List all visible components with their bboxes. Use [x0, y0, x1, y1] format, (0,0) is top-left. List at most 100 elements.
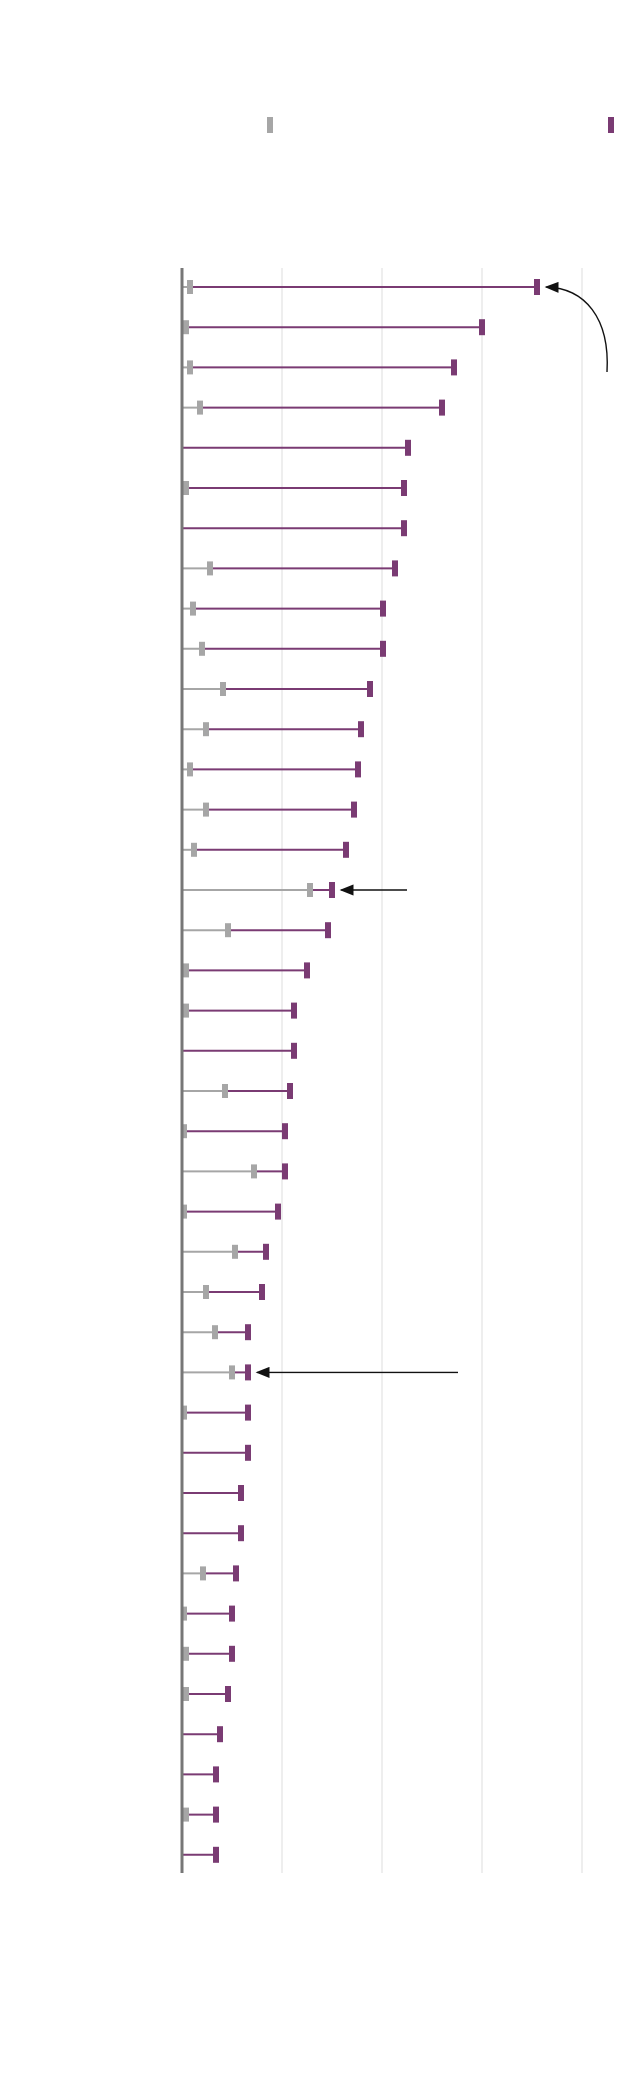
end-marker	[245, 1364, 251, 1381]
start-marker	[222, 1084, 228, 1098]
dumbbell-row	[182, 1726, 223, 1743]
end-marker	[233, 1565, 239, 1582]
start-marker	[181, 1606, 187, 1621]
end-marker	[282, 1163, 288, 1180]
dumbbell-row	[182, 922, 331, 939]
end-marker	[225, 1686, 231, 1702]
end-marker	[392, 560, 398, 577]
dumbbell-row	[182, 801, 357, 818]
start-marker	[203, 722, 209, 737]
end-marker	[534, 279, 540, 295]
end-marker	[245, 1324, 251, 1341]
dumbbell-row	[182, 520, 407, 537]
end-marker	[380, 600, 386, 617]
start-marker	[200, 1566, 206, 1581]
dumbbell-row	[182, 1243, 269, 1260]
end-marker	[367, 681, 373, 697]
dumbbell-row	[182, 1042, 297, 1059]
end-marker	[291, 1002, 297, 1019]
dumbbell-row	[182, 359, 457, 376]
annotation-arrow	[544, 281, 608, 373]
start-marker	[187, 280, 193, 294]
end-marker	[275, 1203, 281, 1220]
start-marker	[207, 561, 213, 576]
dumbbell-row	[182, 1565, 239, 1582]
end-marker	[238, 1485, 244, 1501]
end-marker	[358, 721, 364, 738]
dumbbell-row	[182, 319, 485, 336]
start-marker	[181, 1405, 187, 1420]
end-marker	[259, 1284, 265, 1300]
dumbbell-row	[182, 1525, 244, 1542]
end-marker	[282, 1123, 288, 1140]
end-marker	[351, 801, 357, 818]
end-marker	[401, 480, 407, 496]
end-marker	[213, 1846, 219, 1863]
dumbbell-row	[182, 1444, 251, 1461]
start-marker	[232, 1244, 238, 1259]
legend-swatch-end	[608, 117, 614, 133]
start-marker	[212, 1325, 218, 1340]
end-marker	[291, 1042, 297, 1059]
start-marker	[183, 963, 189, 978]
start-marker	[191, 842, 197, 857]
start-marker	[183, 1807, 189, 1822]
dumbbell-row	[182, 1645, 235, 1662]
dumbbell-row	[182, 1364, 251, 1381]
dumbbell-row	[182, 882, 335, 898]
end-marker	[325, 922, 331, 939]
dumbbell-row	[182, 721, 364, 738]
end-marker	[213, 1766, 219, 1783]
legend-swatch-start	[267, 117, 273, 133]
end-marker	[217, 1726, 223, 1743]
dumbbell-row	[182, 1163, 288, 1180]
start-marker	[187, 360, 193, 375]
end-marker	[479, 319, 485, 336]
dumbbell-row	[182, 439, 411, 456]
start-marker	[203, 1285, 209, 1299]
start-marker	[229, 1365, 235, 1380]
start-marker	[251, 1164, 257, 1179]
end-marker	[439, 399, 445, 416]
dumbbell-row	[182, 1485, 244, 1501]
dumbbell-row	[182, 1324, 251, 1341]
dumbbell-row	[182, 1284, 265, 1300]
start-marker	[225, 923, 231, 938]
start-marker	[183, 1003, 189, 1018]
end-marker	[329, 882, 335, 898]
end-marker	[343, 841, 349, 858]
end-marker	[229, 1605, 235, 1622]
dumbbell-row	[182, 640, 386, 657]
dumbbell-row	[182, 841, 349, 858]
dumbbell-row	[181, 1203, 281, 1220]
dumbbell-row	[182, 1766, 219, 1783]
end-marker	[263, 1243, 269, 1260]
end-marker	[245, 1444, 251, 1461]
end-marker	[451, 359, 457, 376]
end-marker	[287, 1083, 293, 1099]
start-marker	[183, 1687, 189, 1701]
start-marker	[181, 1124, 187, 1139]
legend	[267, 117, 614, 133]
dumbbell-row	[182, 480, 407, 496]
dumbbell-row	[182, 399, 445, 416]
end-marker	[238, 1525, 244, 1542]
dumbbell-row	[182, 681, 373, 697]
dumbbell-row	[182, 560, 398, 577]
dumbbell-row	[182, 1002, 297, 1019]
start-marker	[220, 682, 226, 696]
dumbbell-row	[182, 1806, 219, 1823]
dumbbell-row	[182, 1846, 219, 1863]
start-marker	[197, 400, 203, 415]
dumbbell-row	[182, 962, 310, 979]
dumbbell-rows	[181, 279, 540, 1863]
start-marker	[307, 883, 313, 897]
start-marker	[190, 601, 196, 616]
end-marker	[213, 1806, 219, 1823]
dumbbell-row	[182, 600, 386, 617]
dumbbell-row	[181, 1605, 235, 1622]
annotations	[255, 281, 608, 1379]
start-marker	[183, 481, 189, 495]
end-marker	[245, 1404, 251, 1421]
end-marker	[401, 520, 407, 537]
